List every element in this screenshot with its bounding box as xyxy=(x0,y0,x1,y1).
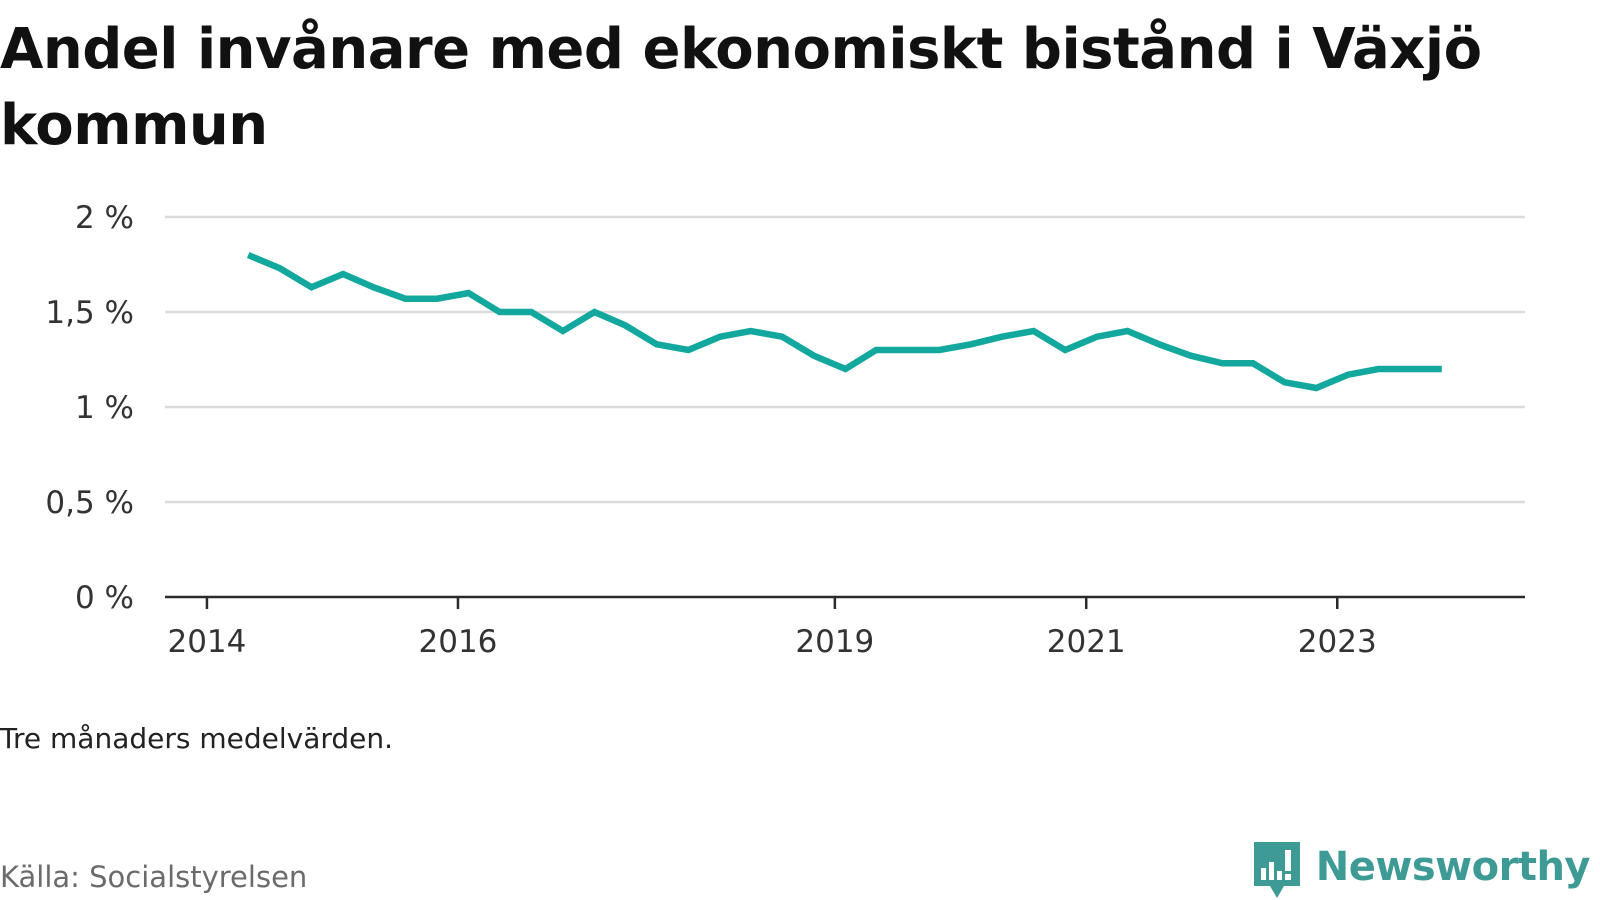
y-tick-label: 1,5 % xyxy=(45,295,134,331)
series-layer xyxy=(246,252,1442,392)
y-tick-label: 1 % xyxy=(75,390,134,426)
y-axis-labels: 0 % 0,5 % 1 % 1,5 % 2 % xyxy=(45,200,134,616)
line-chart: 0 % 0,5 % 1 % 1,5 % 2 % 2014 2016 2019 2021 2023 xyxy=(45,200,1525,660)
source-note: Källa: Socialstyrelsen xyxy=(0,860,308,894)
x-axis xyxy=(165,595,1525,609)
x-tick-label: 2023 xyxy=(1298,624,1377,660)
x-tick-label: 2016 xyxy=(419,624,498,660)
chart-title: Andel invånare med ekonomiskt bistånd i … xyxy=(0,17,1482,158)
x-tick-label: 2014 xyxy=(167,624,246,660)
newsworthy-logo-icon xyxy=(1253,842,1300,898)
brand-name: Newsworthy xyxy=(1315,844,1591,890)
chart-subtitle: Tre månaders medelvärden. xyxy=(0,722,394,755)
y-tick-label: 2 % xyxy=(75,200,134,236)
x-axis-labels: 2014 2016 2019 2021 2023 xyxy=(167,624,1376,660)
x-tick-label: 2019 xyxy=(795,624,874,660)
y-tick-label: 0,5 % xyxy=(45,485,134,521)
x-tick-label: 2021 xyxy=(1047,624,1126,660)
gridlines xyxy=(165,215,1525,504)
brand-logo: Newsworthy xyxy=(1252,842,1591,900)
series-line xyxy=(246,252,1442,392)
y-tick-label: 0 % xyxy=(75,580,134,616)
